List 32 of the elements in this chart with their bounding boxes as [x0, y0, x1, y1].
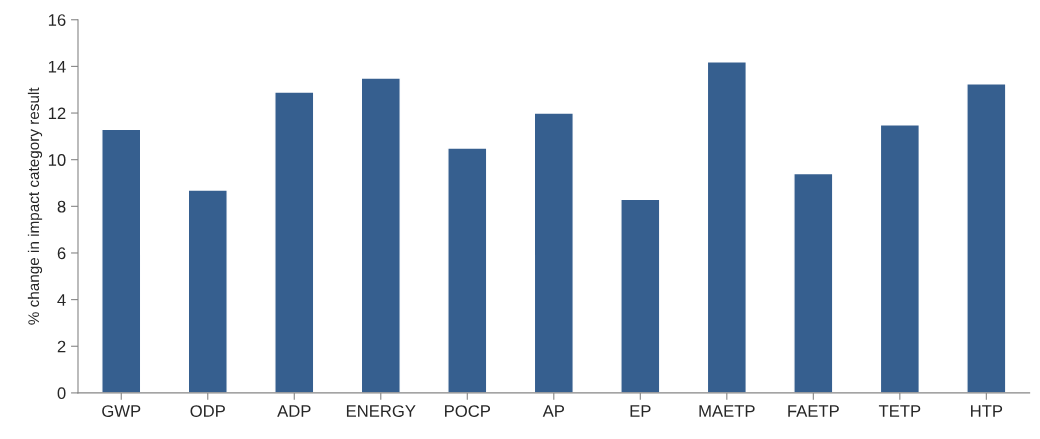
bar [879, 124, 920, 393]
y-tick-label: 0 [57, 387, 66, 400]
y-tick-label: 6 [57, 247, 66, 260]
y-tick-label: 12 [48, 107, 66, 120]
x-tick-label: GWP [102, 405, 141, 417]
y-axis-title: % change in impact category result [27, 87, 43, 325]
y-tick-label: 16 [48, 14, 66, 26]
x-tick-label: ENERGY [346, 405, 416, 417]
bar [447, 147, 488, 393]
y-tick-label: 4 [57, 294, 66, 306]
x-tick-label: HTP [971, 405, 1003, 417]
bar [966, 83, 1007, 393]
bar [706, 61, 747, 393]
bar [187, 189, 228, 393]
bar [620, 198, 661, 393]
x-tick-label: FAETP [788, 405, 839, 417]
x-tick-label: ADP [277, 405, 311, 417]
y-tick-label: 14 [48, 60, 66, 73]
x-tick-label: MAETP [699, 405, 755, 417]
y-tick-label: 8 [57, 200, 66, 213]
bar [360, 77, 401, 393]
x-tick-label: TETP [878, 405, 921, 417]
y-tick-label: 2 [57, 340, 66, 353]
bar [793, 172, 834, 393]
x-tick-label: AP [542, 405, 565, 417]
bar [274, 91, 315, 393]
bar [533, 112, 574, 393]
bar [101, 128, 142, 393]
x-tick-label: EP [630, 405, 651, 417]
x-tick-label: ODP [190, 405, 225, 417]
x-tick-label: POCP [445, 405, 491, 417]
y-tick-label: 10 [48, 154, 66, 166]
